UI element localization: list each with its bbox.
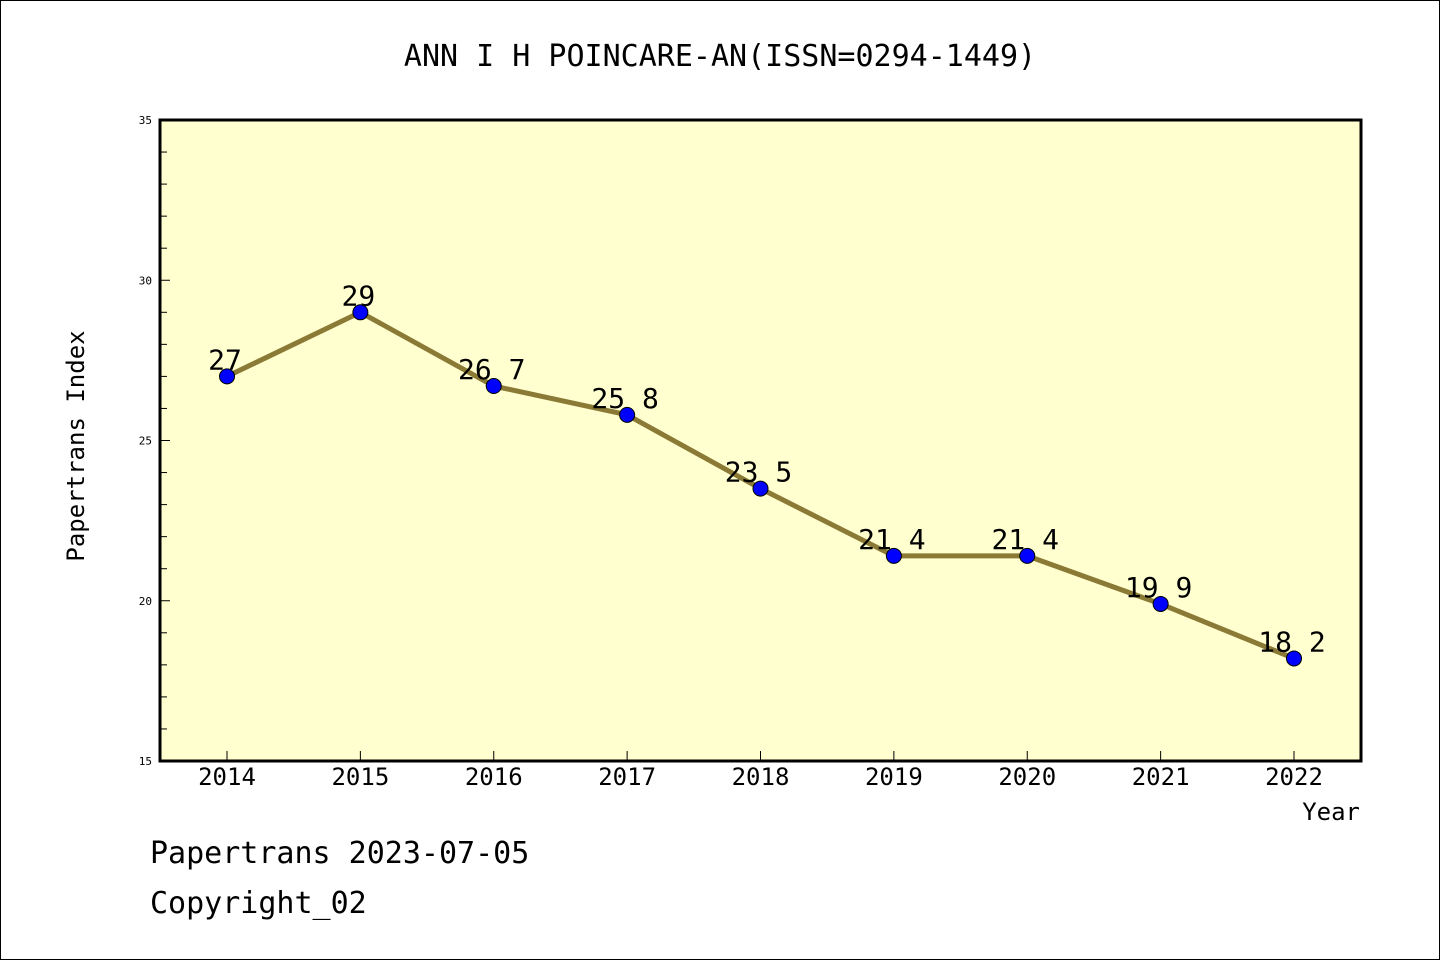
data-labels: 27 29 26 7 25 8 23 5 21 4 21 4 19 9 18 2 <box>208 279 1326 658</box>
data-point <box>485 378 502 395</box>
data-point <box>885 547 902 564</box>
footer-copyright-line: Copyright_02 <box>150 886 367 921</box>
x-tick-label: 2021 <box>1132 763 1190 791</box>
data-point <box>1152 595 1169 612</box>
x-tick-label: 2015 <box>331 763 389 791</box>
x-tick-label: 2022 <box>1265 763 1323 791</box>
data-label: 25 8 <box>591 382 658 415</box>
data-point <box>619 406 636 423</box>
data-label: 23 5 <box>725 456 792 489</box>
data-label: 26 7 <box>458 353 525 386</box>
x-tick-label: 2016 <box>465 763 523 791</box>
y-tick-label: 15 <box>139 755 152 768</box>
x-axis-label: Year <box>1302 798 1360 826</box>
data-point <box>1019 547 1036 564</box>
data-point <box>752 480 769 497</box>
x-tick-label: 2014 <box>198 763 256 791</box>
x-axis-ticks: 2014 2015 2016 2017 2018 2019 2020 2021 2022 <box>198 751 1323 791</box>
data-point <box>219 368 235 385</box>
data-label: 27 <box>208 343 242 376</box>
y-tick-label: 25 <box>139 435 152 448</box>
data-label: 19 9 <box>1125 571 1192 604</box>
data-label: 21 4 <box>992 523 1059 556</box>
data-point <box>352 304 369 321</box>
data-label: 29 <box>342 279 376 312</box>
y-tick-label: 35 <box>139 114 152 127</box>
data-label: 21 4 <box>858 523 925 556</box>
y-axis-ticks: 15 20 25 30 35 <box>139 114 170 768</box>
data-label: 18 2 <box>1258 625 1325 658</box>
x-tick-label: 2018 <box>732 763 790 791</box>
x-tick-label: 2019 <box>865 763 923 791</box>
plot-area <box>158 118 1363 763</box>
y-tick-label: 20 <box>139 595 152 608</box>
data-point <box>1286 650 1302 667</box>
data-points <box>219 304 1302 667</box>
x-tick-label: 2017 <box>598 763 656 791</box>
y-axis-label: Papertrans Index <box>62 330 90 561</box>
x-tick-label: 2020 <box>998 763 1056 791</box>
footer-date-line: Papertrans 2023-07-05 <box>150 836 530 871</box>
chart-title: ANN I H POINCARE-AN(ISSN=0294-1449) <box>404 39 1036 74</box>
y-tick-label: 30 <box>139 274 152 287</box>
